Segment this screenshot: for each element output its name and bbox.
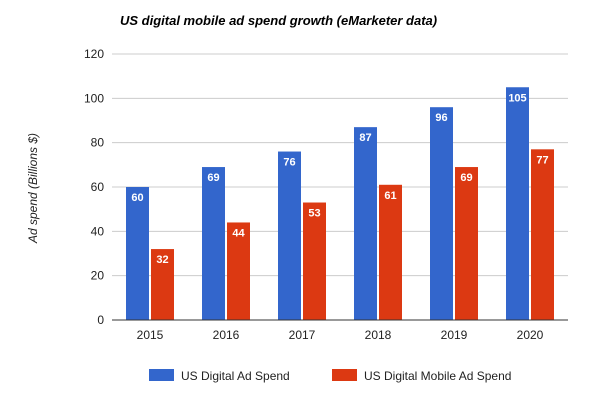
data-label: 44 bbox=[232, 227, 245, 239]
legend-label: US Digital Ad Spend bbox=[181, 369, 290, 383]
data-label: 32 bbox=[156, 254, 168, 266]
data-label: 69 bbox=[207, 172, 219, 184]
x-tick-label: 2018 bbox=[365, 328, 392, 342]
x-tick-label: 2017 bbox=[289, 328, 316, 342]
bar bbox=[430, 107, 453, 320]
bar bbox=[303, 202, 326, 320]
chart-title: US digital mobile ad spend growth (eMark… bbox=[120, 13, 437, 28]
x-tick-label: 2020 bbox=[517, 328, 544, 342]
y-tick-label: 20 bbox=[91, 269, 105, 283]
legend-swatch bbox=[332, 369, 357, 381]
bar bbox=[126, 187, 149, 320]
y-tick-label: 0 bbox=[97, 313, 104, 327]
y-axis-label: Ad spend (Billions $) bbox=[26, 133, 40, 244]
bar bbox=[455, 167, 478, 320]
x-tick-label: 2015 bbox=[137, 328, 164, 342]
legend-label: US Digital Mobile Ad Spend bbox=[364, 369, 511, 383]
bars: 60 32 69 44 76 53 87 61 96 69 105 77 bbox=[126, 87, 554, 321]
bar bbox=[506, 87, 529, 320]
data-label: 76 bbox=[283, 157, 295, 169]
y-tick-label: 40 bbox=[91, 224, 105, 238]
data-label: 77 bbox=[536, 154, 548, 166]
bar bbox=[151, 249, 174, 320]
y-tick-label: 120 bbox=[84, 47, 104, 61]
bar bbox=[202, 167, 225, 320]
data-label: 96 bbox=[435, 112, 447, 124]
data-label: 61 bbox=[384, 190, 396, 202]
y-tick-label: 100 bbox=[84, 91, 104, 105]
legend: US Digital Ad Spend US Digital Mobile Ad … bbox=[149, 369, 511, 383]
legend-swatch bbox=[149, 369, 174, 381]
x-tick-label: 2019 bbox=[441, 328, 468, 342]
gridlines bbox=[112, 53, 568, 277]
bar bbox=[354, 127, 377, 321]
data-label: 105 bbox=[508, 92, 526, 104]
x-tick-label: 2016 bbox=[213, 328, 240, 342]
bar bbox=[531, 149, 554, 320]
bar bbox=[227, 222, 250, 320]
data-label: 87 bbox=[359, 132, 371, 144]
bar bbox=[379, 184, 402, 320]
x-axis-ticks: 2015 2016 2017 2018 2019 2020 bbox=[137, 328, 544, 342]
bar bbox=[278, 151, 301, 320]
data-label: 53 bbox=[308, 208, 320, 220]
y-axis-ticks: 0 20 40 60 80 100 120 bbox=[84, 47, 104, 327]
data-label: 60 bbox=[131, 192, 143, 204]
y-tick-label: 80 bbox=[91, 136, 105, 150]
data-label: 69 bbox=[460, 172, 472, 184]
y-tick-label: 60 bbox=[91, 180, 105, 194]
